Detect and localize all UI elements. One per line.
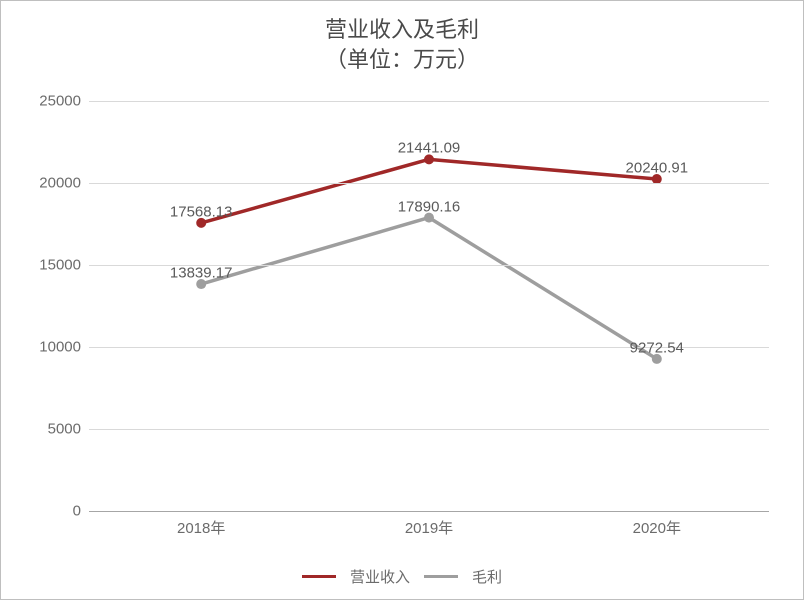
data-label: 17890.16 [398, 198, 461, 215]
gridline [89, 183, 769, 184]
x-tick-label: 2020年 [633, 511, 681, 538]
data-label: 13839.17 [170, 264, 233, 281]
data-label: 17568.13 [170, 203, 233, 220]
y-tick-label: 25000 [39, 93, 89, 110]
legend-swatch [302, 575, 336, 578]
data-label: 21441.09 [398, 140, 461, 157]
title-line-1: 营业收入及毛利 [325, 17, 479, 42]
y-tick-label: 0 [73, 503, 89, 520]
y-tick-label: 20000 [39, 175, 89, 192]
gridline [89, 429, 769, 430]
x-tick-label: 2018年 [177, 511, 225, 538]
plot-area: 05000100001500020000250002018年2019年2020年… [89, 101, 769, 511]
y-tick-label: 5000 [48, 421, 89, 438]
series-line [201, 218, 657, 359]
legend-label: 毛利 [472, 566, 502, 587]
legend: 营业收入 毛利 [1, 566, 803, 587]
x-tick-label: 2019年 [405, 511, 453, 538]
legend-swatch [424, 575, 458, 578]
gridline [89, 101, 769, 102]
data-label: 9272.54 [630, 339, 684, 356]
y-tick-label: 15000 [39, 257, 89, 274]
y-tick-label: 10000 [39, 339, 89, 356]
chart-title: 营业收入及毛利 （单位：万元） [1, 1, 803, 74]
data-label: 20240.91 [626, 159, 689, 176]
legend-label: 营业收入 [350, 566, 410, 587]
chart-container: 营业收入及毛利 （单位：万元） 050001000015000200002500… [0, 0, 804, 600]
title-line-2: （单位：万元） [325, 47, 479, 72]
